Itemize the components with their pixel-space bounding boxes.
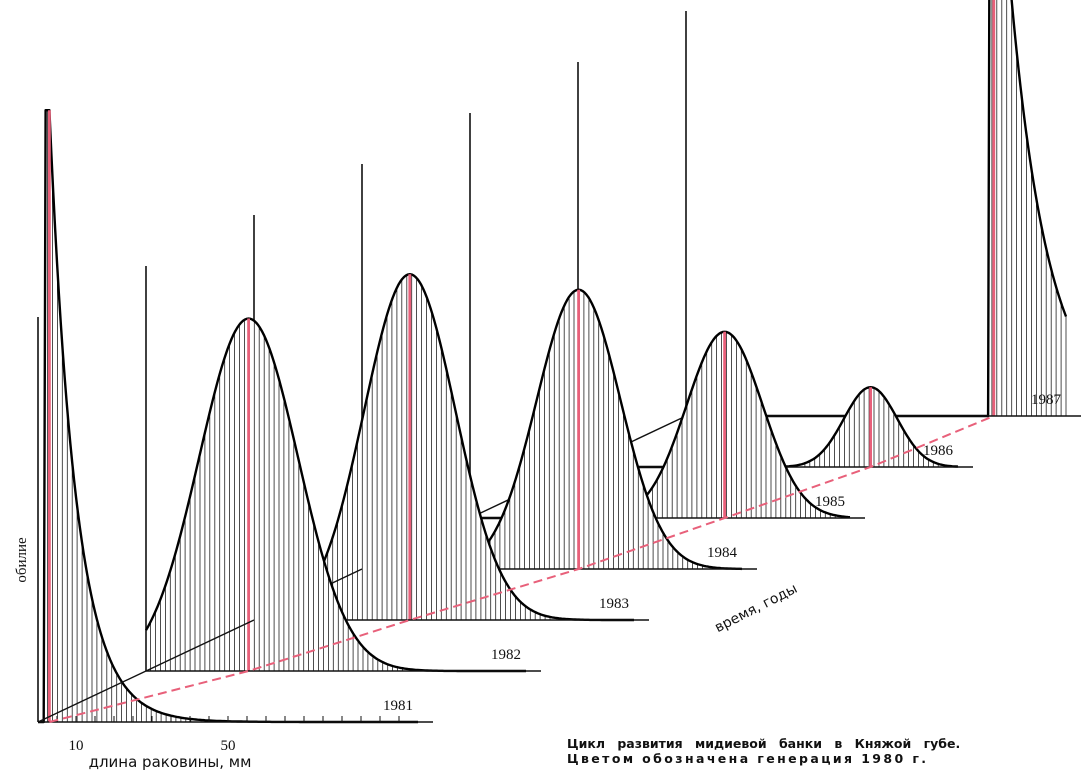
area-fill-1986 (578, 387, 958, 467)
year-label-1981: 1981 (383, 698, 413, 714)
year-label-1984: 1984 (707, 545, 738, 561)
y-axis-label: обилие (14, 537, 30, 583)
panel-1987: 1987 (685, 0, 1081, 418)
area-fill-1985 (470, 331, 850, 518)
area-fill-1981 (38, 110, 418, 722)
x-axis-label: длина раковины, мм (89, 753, 252, 771)
area-fill-1987 (686, 0, 1066, 416)
panel-1986: 1986 (577, 62, 973, 469)
x-tick-marks (56, 716, 400, 722)
hatching-1981 (47, 110, 192, 722)
year-label-1982: 1982 (491, 647, 521, 663)
time-connector-1981 (37, 670, 147, 723)
generation-1980-path (49, 415, 995, 723)
caption-line-1: Цикл развития мидиевой банки в Княжой гу… (567, 736, 961, 751)
time-axis-label: время, годы (712, 581, 800, 636)
figure-caption: Цикл развития мидиевой банки в Княжой гу… (567, 736, 1083, 766)
time-connector-1982 (145, 619, 255, 672)
panel-1982: 1982 (144, 266, 541, 673)
hatching-1984 (455, 289, 703, 569)
year-label-1983: 1983 (599, 596, 629, 612)
x-tick-label-10: 10 (69, 738, 84, 754)
area-fill-1982 (146, 318, 526, 671)
year-label-1987: 1987 (1031, 392, 1062, 408)
caption-line-2: Цветом обозначена генерация 1980 г. (567, 751, 929, 766)
area-fill-1983 (254, 274, 634, 620)
x-tick-label-50: 50 (221, 738, 236, 754)
year-label-1985: 1985 (815, 494, 845, 510)
panel-1981: 1981 (37, 109, 433, 724)
year-label-1986: 1986 (923, 443, 954, 459)
hatching-1987 (991, 0, 1067, 416)
panel-1984: 1984 (361, 164, 757, 571)
